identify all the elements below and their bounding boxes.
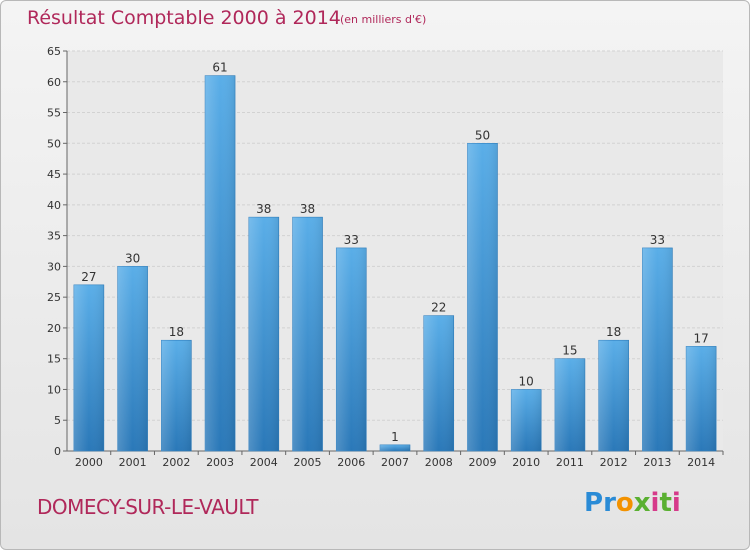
data-label: 22 [431,301,446,315]
x-tick-label: 2013 [643,456,671,469]
y-tick-label: 50 [47,137,61,150]
data-label: 15 [562,344,577,358]
data-label: 18 [169,325,184,339]
bar-shade [117,266,148,451]
chart-subtitle: (en milliers d'€) [340,13,427,26]
x-tick-label: 2010 [512,456,540,469]
x-tick-label: 2002 [162,456,190,469]
bars [73,75,717,452]
data-label: 50 [475,128,490,142]
x-tick-label: 2009 [468,456,496,469]
data-label: 33 [344,233,359,247]
y-tick-label: 60 [47,76,61,89]
data-label: 27 [81,270,96,284]
chart-title: Résultat Comptable 2000 à 2014 [27,7,341,29]
bar-shade [205,75,236,451]
data-label: 1 [391,430,399,444]
data-label: 17 [693,331,708,345]
data-label: 30 [125,251,140,265]
bar-shade [467,143,498,452]
x-tick-label: 2011 [556,456,584,469]
data-label: 61 [212,61,227,75]
y-tick-label: 30 [47,260,61,273]
data-label: 38 [256,202,271,216]
x-tick-label: 2001 [119,456,147,469]
x-tick-label: 2014 [687,456,715,469]
x-tick-label: 2005 [294,456,322,469]
y-tick-label: 40 [47,199,61,212]
bar-shade [642,247,673,451]
data-labels: 27 30 18 61 38 38 33 1 22 50 10 15 18 33 17 [81,61,709,444]
data-label: 33 [650,233,665,247]
y-tick-label: 65 [47,45,61,58]
bar-shade [686,346,717,451]
bar-shade [161,340,192,451]
y-tick-label: 25 [47,291,61,304]
y-tick-label: 5 [54,414,61,427]
x-tick-label: 2004 [250,456,278,469]
y-tick-label: 55 [47,107,61,120]
bar-shade [292,217,323,451]
x-tick-label: 2000 [75,456,103,469]
x-tick-label: 2006 [337,456,365,469]
bar-shade [511,389,542,451]
commune-name: DOMECY-SUR-LE-VAULT [37,495,259,519]
x-tick-label: 2008 [425,456,453,469]
x-tick-label: 2007 [381,456,409,469]
bar-shade [336,247,367,451]
x-tick-label: 2003 [206,456,234,469]
y-tick-label: 15 [47,353,61,366]
x-tick-label: 2012 [600,456,628,469]
y-tick-label: 35 [47,230,61,243]
y-tick-label: 45 [47,168,61,181]
y-tick-label: 20 [47,322,61,335]
bar-shade [554,358,585,451]
y-tick-label: 0 [54,445,61,458]
bar-shade [248,217,279,451]
bar-shade [380,444,410,451]
proxiti-logo: Proxiti [584,488,681,518]
bar-shade [73,284,104,451]
y-tick-label: 10 [47,383,61,396]
bar-shade [598,340,629,451]
data-label: 10 [519,374,534,388]
bar-shade [423,315,454,451]
data-label: 18 [606,325,621,339]
data-label: 38 [300,202,315,216]
